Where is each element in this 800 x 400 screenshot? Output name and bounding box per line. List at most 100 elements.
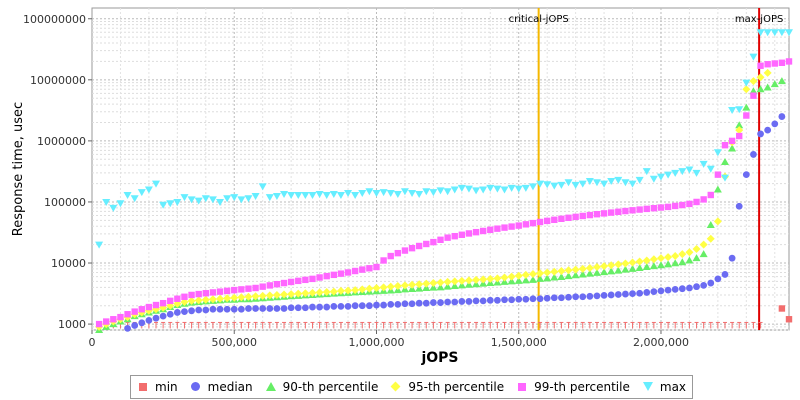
- data-point: [493, 185, 502, 193]
- data-point: [771, 60, 778, 67]
- data-point: [777, 77, 786, 85]
- data-point: [699, 250, 708, 258]
- data-point: [273, 280, 281, 288]
- data-point: [322, 191, 331, 199]
- data-point: [736, 132, 743, 140]
- data-point: [287, 191, 296, 199]
- data-point: [380, 257, 387, 264]
- data-point: [515, 295, 523, 303]
- data-point: [451, 232, 458, 240]
- data-point: [770, 80, 779, 88]
- data-point: [586, 292, 594, 300]
- data-point: [365, 302, 373, 310]
- data-point: [450, 186, 459, 194]
- data-point: [615, 208, 622, 215]
- data-point: [678, 168, 687, 176]
- data-point: [238, 286, 245, 293]
- data-point: [785, 29, 793, 37]
- data-point: [315, 190, 324, 198]
- data-point: [600, 268, 609, 276]
- data-point: [721, 271, 729, 278]
- data-point: [742, 103, 751, 111]
- data-point: [529, 295, 537, 303]
- data-point: [351, 267, 359, 275]
- data-point: [770, 29, 779, 37]
- data-point: [372, 190, 381, 198]
- data-point: [437, 236, 444, 243]
- data-point: [714, 275, 722, 283]
- data-point: [123, 191, 132, 199]
- data-point: [536, 274, 545, 282]
- data-point: [145, 316, 153, 324]
- data-point: [521, 184, 530, 192]
- data-point: [309, 303, 316, 311]
- data-point: [167, 297, 174, 305]
- data-point: [607, 261, 616, 270]
- data-point: [265, 194, 274, 202]
- data-point: [152, 180, 161, 188]
- data-point: [394, 249, 402, 257]
- data-point: [386, 282, 395, 291]
- data-point: [223, 305, 231, 313]
- data-point: [642, 168, 651, 176]
- data-point: [209, 305, 217, 313]
- data-point: [194, 296, 203, 305]
- data-point: [252, 305, 259, 312]
- data-point: [280, 305, 288, 312]
- data-point: [543, 181, 552, 189]
- series-min: [97, 305, 793, 329]
- data-point: [628, 264, 637, 272]
- data-point: [173, 309, 181, 316]
- legend-item-95-th-percentile: 95-th percentile: [390, 380, 504, 394]
- data-point: [258, 183, 267, 191]
- data-point: [479, 227, 487, 235]
- data-point: [202, 306, 210, 314]
- data-point: [550, 273, 559, 281]
- data-point: [621, 259, 630, 268]
- data-point: [686, 200, 693, 208]
- data-point: [600, 262, 609, 271]
- data-point: [195, 306, 203, 314]
- data-point: [464, 185, 473, 193]
- data-point: [187, 296, 196, 305]
- data-point: [507, 277, 516, 285]
- data-point: [316, 303, 323, 311]
- data-point: [216, 294, 225, 303]
- data-point: [436, 278, 445, 287]
- data-point: [507, 184, 516, 192]
- data-point: [472, 297, 480, 305]
- data-point: [258, 291, 267, 300]
- data-point: [558, 215, 565, 222]
- data-point: [316, 274, 323, 281]
- data-point: [672, 202, 679, 210]
- data-point: [735, 202, 743, 210]
- data-point: [308, 191, 317, 199]
- data-point: [693, 198, 700, 206]
- data-point: [408, 190, 417, 198]
- data-point: [685, 256, 694, 264]
- data-point: [365, 284, 374, 293]
- data-point: [529, 219, 537, 227]
- data-point: [521, 270, 530, 279]
- data-point: [756, 73, 765, 82]
- data-point: [387, 252, 394, 260]
- data-point: [508, 223, 515, 230]
- data-point: [621, 179, 630, 187]
- data-point: [294, 191, 303, 199]
- data-point: [259, 283, 266, 290]
- data-point: [565, 214, 572, 222]
- data-point: [764, 126, 772, 134]
- data-point: [522, 295, 530, 303]
- data-point: [301, 191, 310, 199]
- data-point: [124, 324, 131, 332]
- data-point: [152, 314, 160, 322]
- data-point: [415, 299, 423, 307]
- legend-symbol: [390, 381, 402, 393]
- data-point: [629, 290, 636, 298]
- data-point: [501, 296, 508, 304]
- data-point: [216, 305, 224, 313]
- data-point: [622, 290, 629, 298]
- data-point: [578, 270, 587, 278]
- data-point: [109, 204, 118, 212]
- data-point: [216, 198, 225, 206]
